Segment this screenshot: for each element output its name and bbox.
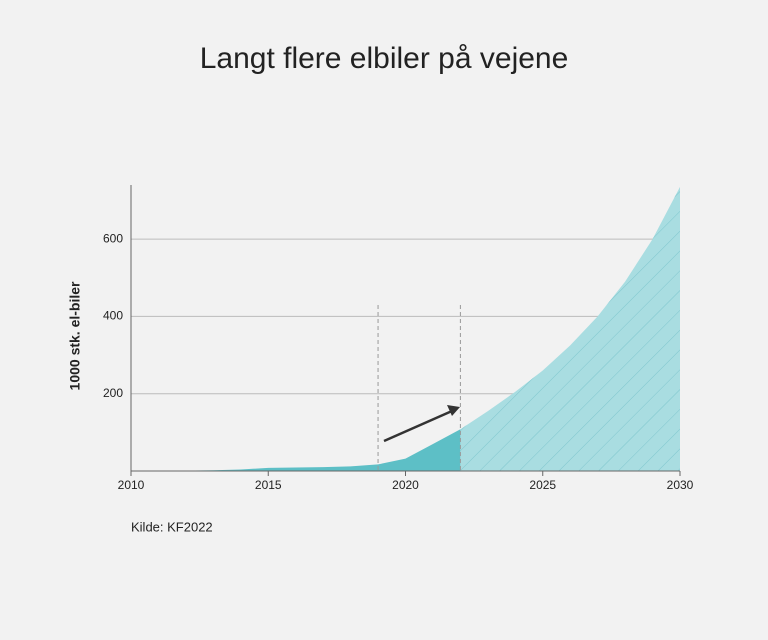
y-axis-label: 1000 stk. el-biler (67, 281, 83, 391)
x-tick-label: 2030 (667, 478, 694, 492)
x-tick-label: 2020 (392, 478, 419, 492)
chart-title: Langt flere elbiler på vejene (200, 42, 569, 75)
arrow (383, 409, 453, 443)
y-tick-label: 200 (103, 386, 123, 400)
y-tick-label: 600 (103, 231, 123, 245)
y-tick-label: 400 (103, 309, 123, 323)
source: Kilde: KF2022 (131, 519, 213, 534)
x-tick-label: 2025 (529, 478, 556, 492)
x-tick-label: 2010 (118, 478, 145, 492)
x-tick-label: 2015 (255, 478, 282, 492)
area-hatch (460, 186, 680, 471)
arrow-head (447, 405, 460, 416)
area (131, 429, 461, 471)
